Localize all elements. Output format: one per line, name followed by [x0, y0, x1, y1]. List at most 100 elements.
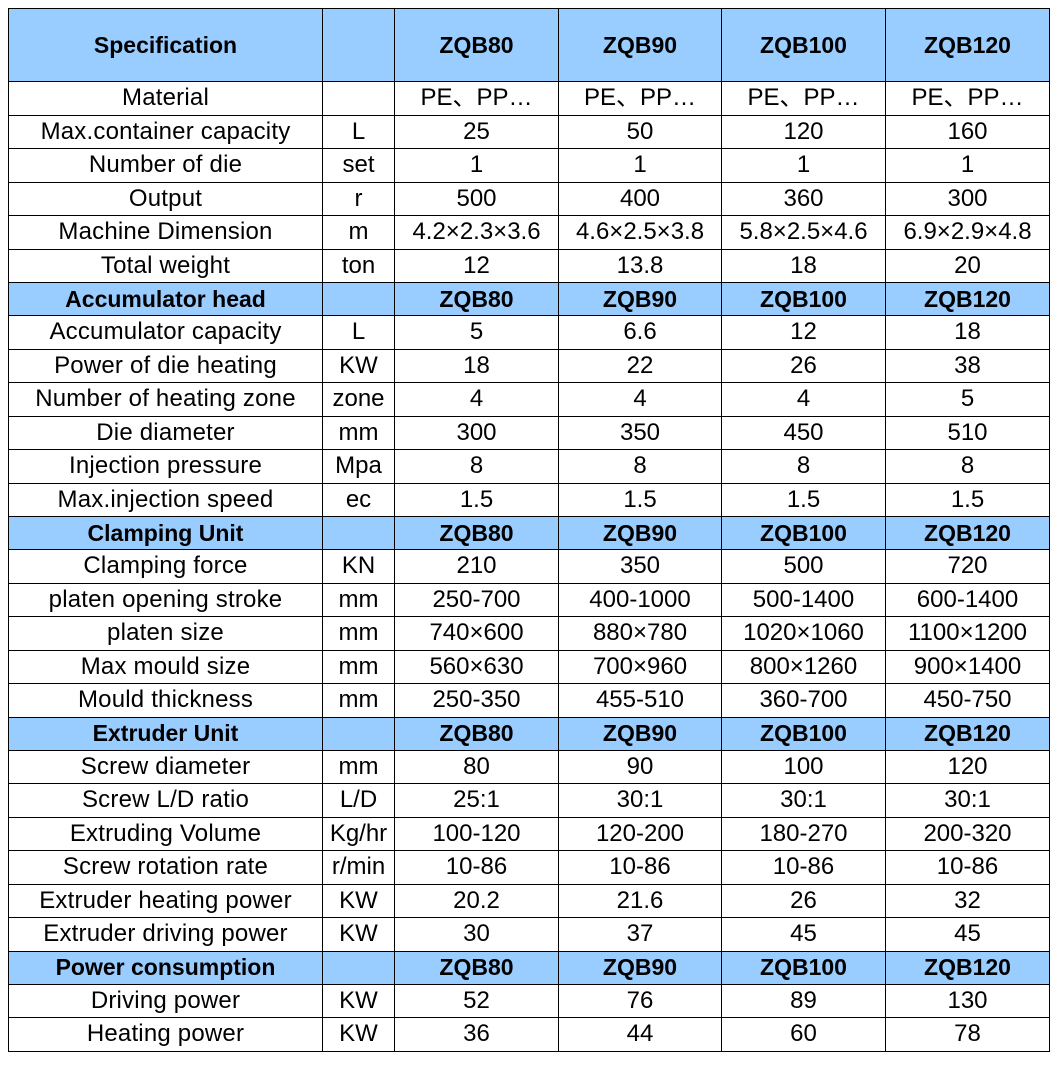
value-cell: 10-86 [885, 850, 1050, 885]
value-cell: 30:1 [721, 783, 886, 818]
parameter-name: Max mould size [8, 649, 323, 684]
value-cell: 44 [558, 1017, 722, 1052]
table-row: Extruder heating power KW 20.2 21.6 26 32 [8, 883, 1050, 918]
section-title: Accumulator head [8, 282, 323, 316]
parameter-name: Injection pressure [8, 449, 323, 484]
value-cell: 30:1 [885, 783, 1050, 818]
value-cell: 1 [885, 148, 1050, 183]
section-title: Specification [8, 8, 323, 82]
value-cell: 6.6 [558, 315, 722, 350]
value-cell: 80 [394, 749, 559, 784]
model-header: ZQB100 [721, 282, 886, 316]
spec-table-body: Specification ZQB80 ZQB90 ZQB100 ZQB120 Mater… [8, 8, 1050, 1052]
parameter-name: Number of heating zone [8, 382, 323, 417]
section-header-row: Extruder Unit ZQB80 ZQB90 ZQB100 ZQB120 [8, 716, 1050, 751]
value-cell: 5.8×2.5×4.6 [721, 215, 886, 250]
parameter-name: Max.container capacity [8, 114, 323, 149]
table-row: platen opening stroke mm 250-700 400-1000 50… [8, 582, 1050, 617]
table-row: Max.container capacity L 25 50 120 160 [8, 114, 1050, 149]
value-cell: 45 [721, 917, 886, 952]
value-cell: 25:1 [394, 783, 559, 818]
unit-header [322, 950, 395, 985]
value-cell: 45 [885, 917, 1050, 952]
value-cell: 76 [558, 983, 722, 1018]
model-header: ZQB80 [394, 516, 559, 550]
value-cell: 500 [394, 181, 559, 216]
value-cell: 50 [558, 114, 722, 149]
model-header: ZQB90 [558, 8, 722, 82]
value-cell: 1.5 [558, 482, 722, 517]
parameter-name: Output [8, 181, 323, 216]
value-cell: 120 [721, 114, 886, 149]
parameter-name: Screw diameter [8, 749, 323, 784]
table-row: Injection pressure Mpa 8 8 8 8 [8, 449, 1050, 484]
parameter-name: Power of die heating [8, 348, 323, 383]
spec-table: Specification ZQB80 ZQB90 ZQB100 ZQB120 Mater… [8, 8, 1050, 1052]
value-cell: 18 [394, 348, 559, 383]
value-cell: 800×1260 [721, 649, 886, 684]
value-cell: 360-700 [721, 683, 886, 718]
parameter-name: platen opening stroke [8, 582, 323, 617]
table-row: Output r 500 400 360 300 [8, 181, 1050, 216]
value-cell: 700×960 [558, 649, 722, 684]
model-header: ZQB90 [558, 516, 722, 550]
value-cell: 200-320 [885, 816, 1050, 851]
table-row: Number of die set 1 1 1 1 [8, 148, 1050, 183]
value-cell: 78 [885, 1017, 1050, 1052]
value-cell: 4.2×2.3×3.6 [394, 215, 559, 250]
unit-cell: Kg/hr [322, 816, 395, 851]
table-row: Number of heating zone zone 4 4 4 5 [8, 382, 1050, 417]
model-header: ZQB120 [885, 282, 1050, 316]
table-row: Extruding Volume Kg/hr 100-120 120-200 180-2… [8, 816, 1050, 851]
unit-cell: ec [322, 482, 395, 517]
value-cell: 4 [394, 382, 559, 417]
unit-cell: mm [322, 749, 395, 784]
section-title: Power consumption [8, 950, 323, 985]
value-cell: 300 [394, 415, 559, 450]
model-header: ZQB90 [558, 950, 722, 985]
value-cell: 1 [721, 148, 886, 183]
table-row: Accumulator capacity L 5 6.6 12 18 [8, 315, 1050, 350]
value-cell: 560×630 [394, 649, 559, 684]
parameter-name: Die diameter [8, 415, 323, 450]
unit-header [322, 8, 395, 82]
unit-cell: mm [322, 616, 395, 651]
unit-header [322, 282, 395, 316]
value-cell: 20 [885, 248, 1050, 283]
value-cell: 4 [558, 382, 722, 417]
model-header: ZQB120 [885, 516, 1050, 550]
value-cell: 18 [721, 248, 886, 283]
value-cell: 180-270 [721, 816, 886, 851]
value-cell: 1.5 [885, 482, 1050, 517]
table-row: platen size mm 740×600 880×780 1020×1060 1100… [8, 616, 1050, 651]
value-cell: 13.8 [558, 248, 722, 283]
value-cell: 350 [558, 549, 722, 584]
model-header: ZQB100 [721, 716, 886, 751]
unit-cell: zone [322, 382, 395, 417]
value-cell: PE、PP… [558, 81, 722, 116]
value-cell: 8 [558, 449, 722, 484]
value-cell: 4.6×2.5×3.8 [558, 215, 722, 250]
value-cell: 1100×1200 [885, 616, 1050, 651]
value-cell: 18 [885, 315, 1050, 350]
value-cell: 8 [721, 449, 886, 484]
value-cell: 10-86 [394, 850, 559, 885]
unit-cell [322, 81, 395, 116]
section-title: Clamping Unit [8, 516, 323, 550]
value-cell: 100 [721, 749, 886, 784]
unit-cell: set [322, 148, 395, 183]
table-row: Screw diameter mm 80 90 100 120 [8, 749, 1050, 784]
value-cell: 400 [558, 181, 722, 216]
unit-cell: KW [322, 983, 395, 1018]
value-cell: 25 [394, 114, 559, 149]
value-cell: 26 [721, 883, 886, 918]
table-row: Screw L/D ratio L/D 25:1 30:1 30:1 30:1 [8, 783, 1050, 818]
table-row: Machine Dimension m 4.2×2.3×3.6 4.6×2.5×3.8… [8, 215, 1050, 250]
value-cell: 300 [885, 181, 1050, 216]
table-row: Max mould size mm 560×630 700×960 800×1260 90… [8, 649, 1050, 684]
unit-cell: L [322, 315, 395, 350]
model-header: ZQB120 [885, 950, 1050, 985]
value-cell: 1 [558, 148, 722, 183]
model-header: ZQB120 [885, 716, 1050, 751]
value-cell: PE、PP… [885, 81, 1050, 116]
